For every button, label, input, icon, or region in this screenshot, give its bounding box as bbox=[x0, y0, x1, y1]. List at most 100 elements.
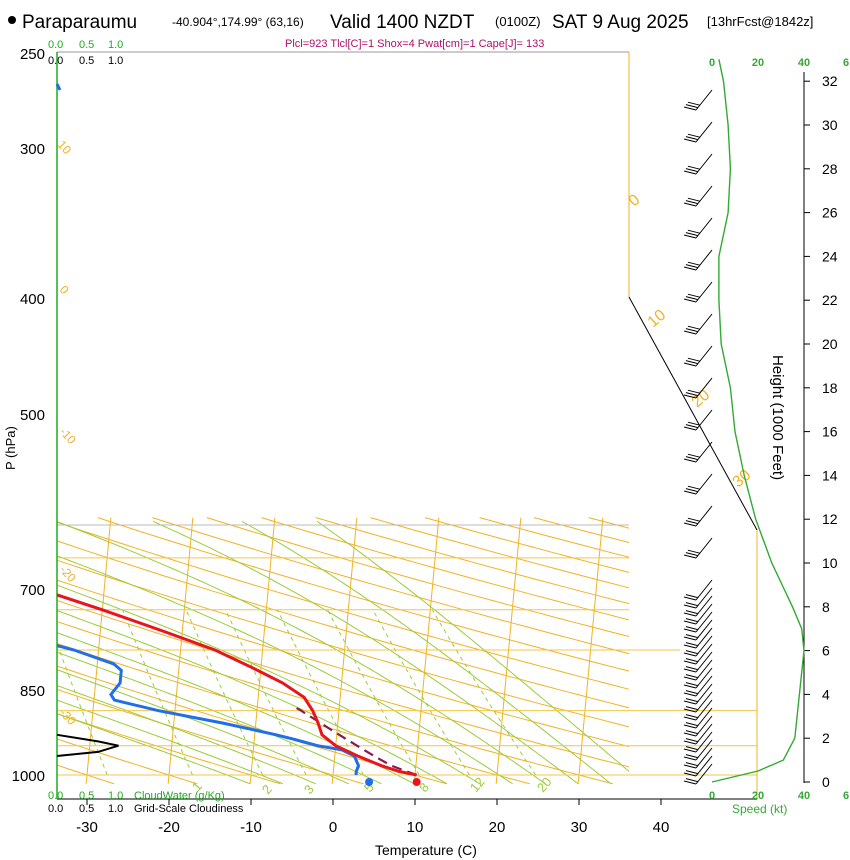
wind-barb bbox=[683, 377, 713, 399]
height-tick-label: 28 bbox=[822, 161, 838, 177]
wind-barb-feather bbox=[685, 360, 699, 365]
wind-barb-staff bbox=[695, 281, 713, 303]
wind-barb-feather bbox=[685, 200, 699, 205]
wind-barb-feather bbox=[683, 676, 697, 681]
cloudiness-profile bbox=[56, 733, 119, 757]
wind-barb bbox=[683, 739, 713, 761]
height-tick-label: 26 bbox=[822, 205, 838, 221]
wind-barb-feather bbox=[683, 170, 697, 175]
wind-barb-feather bbox=[685, 666, 699, 671]
wind-barb-feather bbox=[685, 136, 699, 141]
dry-adiabat-line bbox=[315, 517, 629, 605]
isotherm-line bbox=[413, 517, 440, 784]
temperature-tick-label: 40 bbox=[653, 819, 670, 836]
wind-barb bbox=[683, 153, 713, 175]
wind-barb-staff bbox=[695, 153, 713, 175]
moist-adiabat-line bbox=[57, 699, 284, 785]
wind-barb-staff bbox=[695, 739, 713, 761]
speed-tick: 20 bbox=[752, 57, 764, 69]
wind-barb bbox=[683, 643, 713, 665]
wind-barb-staff bbox=[695, 595, 713, 617]
isotherms bbox=[85, 517, 604, 784]
height-tick-label: 12 bbox=[822, 511, 838, 527]
height-tick-label: 8 bbox=[822, 599, 830, 615]
wind-barb bbox=[683, 707, 713, 729]
height-tick-label: 18 bbox=[822, 380, 838, 396]
wind-barb-feather bbox=[683, 266, 697, 271]
moist-adiabat-line bbox=[57, 520, 546, 785]
dry-adiabat-line bbox=[57, 599, 629, 768]
wind-barb-staff bbox=[695, 505, 713, 527]
wind-barb bbox=[683, 683, 713, 705]
wind-barb-staff bbox=[695, 313, 713, 335]
cloud-scale-bottom: 0.0 0.5 1.0 CloudWater (g/Kg) 0.0 0.5 1.… bbox=[48, 790, 244, 815]
wind-barb bbox=[683, 635, 713, 657]
pressure-tick-label: 850 bbox=[20, 683, 45, 700]
wind-barb bbox=[683, 755, 713, 777]
speed-tick: 0 bbox=[709, 790, 715, 802]
wind-barb-feather bbox=[683, 522, 697, 527]
valid-date: SAT 9 Aug 2025 bbox=[552, 12, 689, 33]
speed-tick: 0 bbox=[709, 57, 715, 69]
cloud-water-tick: 1.0 bbox=[108, 39, 123, 51]
temperature-tick-label: 30 bbox=[571, 819, 588, 836]
wind-barb-feather bbox=[685, 762, 699, 767]
valid-time: Valid 1400 NZDT bbox=[330, 12, 475, 33]
wind-barb bbox=[683, 505, 713, 527]
wind-barb-feather bbox=[685, 650, 699, 655]
isotherm-line bbox=[577, 517, 604, 784]
parcel-trace bbox=[296, 707, 417, 777]
dry-adiabat-line bbox=[97, 517, 629, 672]
wind-barb-feather bbox=[687, 325, 700, 330]
wind-barb-feather bbox=[685, 634, 699, 639]
valid-zulu: (0100Z) bbox=[495, 14, 541, 29]
pressure-tick-label: 1000 bbox=[12, 768, 45, 785]
dry-adiabat-line bbox=[57, 521, 629, 690]
wind-barb-feather bbox=[685, 674, 699, 679]
speed-tick: 40 bbox=[798, 57, 810, 69]
wind-barb-feather bbox=[683, 554, 697, 559]
moist-adiabat-line bbox=[316, 520, 629, 773]
isotherm-line bbox=[331, 517, 358, 784]
wind-barb-feather bbox=[685, 232, 699, 237]
wind-barb-feather bbox=[685, 754, 699, 759]
wind-barb-staff bbox=[695, 441, 713, 463]
mixing-ratio-label: 3 bbox=[301, 782, 317, 797]
cloudiness-label: Grid-Scale Cloudiness bbox=[134, 803, 244, 815]
isotherm-label: -10 bbox=[57, 425, 79, 447]
wind-barb-feather bbox=[685, 594, 699, 599]
wind-barb-feather bbox=[683, 644, 697, 649]
dry-adiabat-line bbox=[57, 713, 281, 785]
wind-barb bbox=[683, 281, 713, 303]
wind-barb-feather bbox=[687, 293, 700, 298]
height-tick-label: 30 bbox=[822, 117, 838, 133]
wind-barb bbox=[683, 579, 713, 601]
wind-barb-feather bbox=[683, 732, 697, 737]
dry-adiabat-line bbox=[57, 738, 198, 785]
isotherm-line bbox=[249, 517, 276, 784]
wind-barb-staff bbox=[695, 699, 713, 721]
plot-frame bbox=[56, 51, 758, 800]
wind-barb-feather bbox=[687, 485, 700, 490]
wind-barb-feather bbox=[687, 261, 700, 266]
pressure-tick-label: 700 bbox=[20, 582, 45, 599]
temperature-tick-labels: -30 -20 -10 0 10 20 30 40 bbox=[76, 799, 669, 836]
header: Paraparaumu -40.904°,174.99° (63,16) Val… bbox=[8, 12, 813, 50]
dry-adiabat-line bbox=[57, 540, 629, 709]
wind-barb bbox=[683, 667, 713, 689]
height-tick-label: 20 bbox=[822, 336, 838, 352]
moist-adiabat-line bbox=[57, 713, 251, 785]
wind-barb-staff bbox=[695, 707, 713, 729]
wind-barb-feather bbox=[685, 424, 699, 429]
indices-line: Plcl=923 Tlcl[C]=1 Shox=4 Pwat[cm]=1 Cap… bbox=[285, 38, 544, 50]
station-name: Paraparaumu bbox=[22, 12, 137, 33]
cloudiness-tick: 1.0 bbox=[108, 803, 123, 815]
wind-barb bbox=[683, 587, 713, 609]
moist-adiabat-line bbox=[241, 520, 612, 785]
temperature-tick-label: 0 bbox=[329, 819, 337, 836]
wind-barb-feather bbox=[685, 698, 699, 703]
wind-barb bbox=[683, 627, 713, 649]
speed-tick: 40 bbox=[798, 790, 810, 802]
pressure-tick-labels: 250 300 400 500 700 850 1000 bbox=[12, 46, 45, 785]
dry-adiabats bbox=[57, 517, 629, 785]
